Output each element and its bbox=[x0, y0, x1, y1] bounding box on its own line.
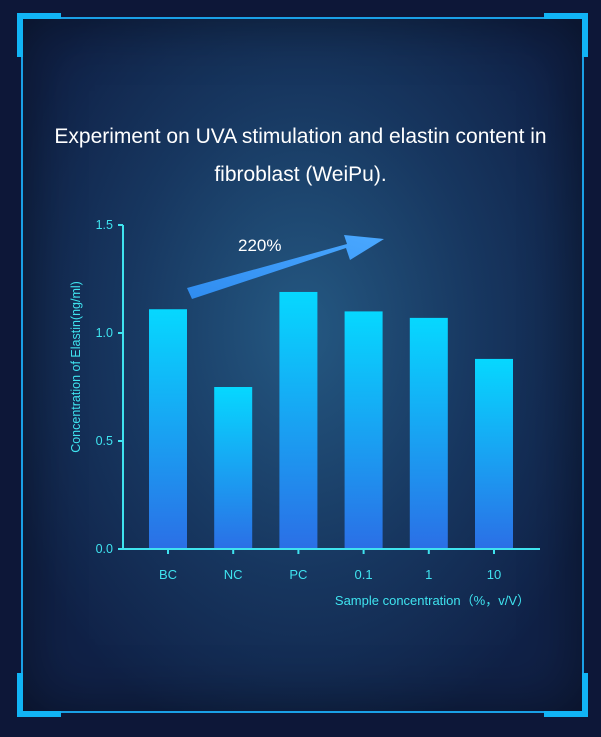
x-tick-label: PC bbox=[289, 567, 307, 582]
bars-group bbox=[149, 291, 513, 549]
bar-BC bbox=[149, 309, 187, 549]
bar-NC bbox=[214, 387, 253, 549]
x-ticks-group: BC NC PC 0.1 1 10 bbox=[159, 549, 501, 582]
trend-arrow bbox=[187, 235, 384, 299]
annotation-label: 220% bbox=[238, 236, 281, 255]
corner-bottom-right bbox=[544, 673, 588, 717]
x-tick-label: 10 bbox=[487, 567, 501, 582]
x-tick-label: NC bbox=[224, 567, 243, 582]
corner-top-right bbox=[544, 13, 588, 57]
y-tick-label: 0.0 bbox=[96, 542, 113, 556]
x-axis-label: Sample concentration（%，v/V） bbox=[335, 593, 530, 608]
bar-PC bbox=[279, 291, 318, 549]
y-axis-label: Concentration of Elastin(ng/ml) bbox=[69, 281, 83, 453]
x-tick-label: 1 bbox=[425, 567, 432, 582]
y-tick-label: 1.0 bbox=[96, 326, 113, 340]
y-tick-label: 0.5 bbox=[96, 434, 113, 448]
corner-bottom-left bbox=[17, 673, 61, 717]
chart-title: Experiment on UVA stimulation and elasti… bbox=[54, 125, 547, 186]
bar-1 bbox=[409, 317, 448, 549]
x-tick-label: BC bbox=[159, 567, 177, 582]
corner-top-left bbox=[17, 13, 61, 57]
x-tick-label: 0.1 bbox=[355, 567, 373, 582]
y-ticks-group: 0.0 0.5 1.0 1.5 bbox=[96, 218, 123, 556]
bar-0.1 bbox=[344, 311, 383, 549]
y-tick-label: 1.5 bbox=[96, 218, 113, 232]
bar-10 bbox=[475, 358, 513, 549]
